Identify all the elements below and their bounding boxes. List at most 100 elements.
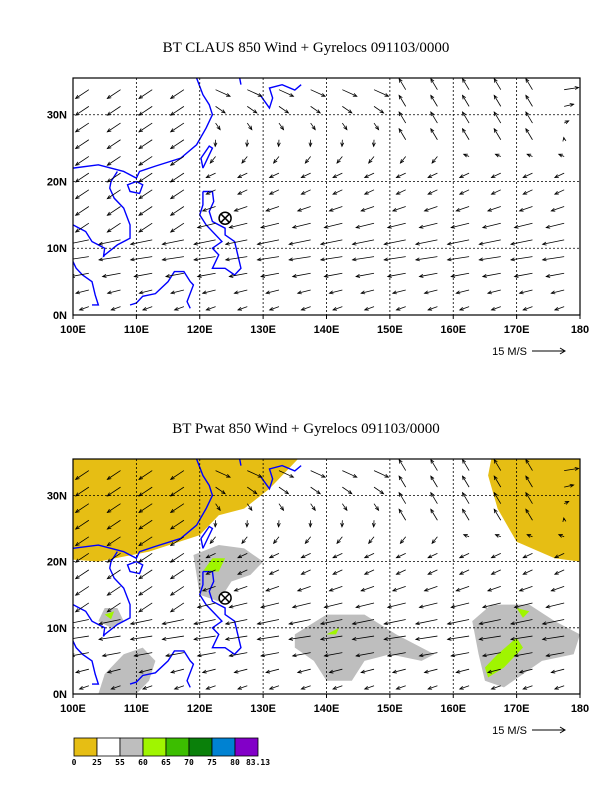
wind-vector (427, 189, 438, 195)
wind-vector-head (291, 604, 297, 609)
wind-vector-head (67, 622, 71, 625)
wind-vector-head (161, 257, 167, 262)
wind-vector (98, 635, 121, 640)
wind-vector (138, 189, 153, 199)
wind-vector-head (169, 144, 175, 150)
wind-vector-head (391, 669, 397, 674)
wind-vector (352, 619, 375, 625)
wind-vector (215, 106, 226, 114)
wind-vector (396, 569, 406, 575)
wind-vector (247, 106, 258, 114)
wind-vector (431, 536, 438, 544)
wind-vector-head (323, 224, 329, 229)
wind-vector (373, 486, 384, 495)
wind-vector (462, 95, 470, 107)
wind-vector-head (268, 554, 274, 559)
wind-vector-head (450, 604, 456, 609)
wind-vector-head (391, 207, 397, 212)
wind-vector-head (351, 241, 357, 246)
wind-vector (292, 602, 311, 608)
wind-vector (447, 635, 470, 640)
wind-vector-head (395, 306, 401, 311)
wind-vector-head (67, 242, 71, 245)
wind-vector (138, 172, 153, 183)
wind-vector-head (525, 94, 530, 100)
wind-vector-head (268, 190, 274, 195)
colorbar-swatch (234, 737, 259, 757)
wind-vector (522, 569, 533, 575)
wind-vector-head (257, 473, 263, 478)
wind-vector (554, 552, 565, 559)
wind-vector (364, 685, 375, 690)
wind-vector-head (550, 587, 556, 592)
wind-vector (165, 272, 184, 277)
wind-vector-head (74, 575, 80, 580)
wind-vector (462, 111, 470, 124)
wind-vector-head (279, 125, 285, 131)
wind-vector (138, 602, 153, 613)
wind-vector-head (138, 94, 144, 100)
wind-vector-head (383, 621, 389, 626)
wind-vector-head (67, 637, 71, 640)
lon-tick-label: 110E (124, 703, 149, 715)
wind-vector (332, 552, 343, 559)
wind-vector (523, 306, 533, 311)
wind-vector (551, 206, 565, 212)
wind-vector-head (431, 539, 436, 545)
wind-vector (225, 239, 248, 245)
wind-vector-head (74, 128, 80, 133)
wind-vector-head (316, 109, 322, 114)
wind-vector (479, 635, 501, 640)
wind-vector (329, 586, 343, 592)
wind-vector-head (101, 653, 107, 658)
wind-vector (139, 668, 153, 673)
wind-vector-head (106, 575, 112, 580)
wind-vector-head (205, 554, 211, 559)
wind-vector (482, 602, 501, 608)
wind-vector (546, 222, 565, 228)
wind-vector (310, 470, 326, 478)
wind-vector-head (383, 241, 389, 246)
wind-vector (138, 106, 153, 116)
wind-vector (138, 552, 153, 563)
wind-vector (209, 156, 216, 164)
wind-vector-head (462, 534, 468, 538)
wind-vector-head (213, 522, 218, 528)
wind-vector-head (260, 604, 266, 609)
wind-vector-head (205, 686, 211, 690)
wind-vector (162, 239, 184, 245)
wind-vector (229, 652, 248, 657)
wind-vector-head (525, 127, 530, 133)
wind-vector (554, 569, 565, 575)
wind-vector-head (67, 258, 71, 261)
wind-vector (424, 206, 438, 212)
wind-vector (493, 459, 502, 471)
wind-vector (170, 222, 185, 233)
wind-vector-head (379, 490, 385, 495)
wind-vector-head (169, 161, 175, 166)
wind-vector (75, 668, 89, 673)
wind-vector (292, 272, 311, 277)
wind-vector (310, 503, 316, 511)
wind-vector-head (106, 290, 112, 295)
wind-vector-head (513, 604, 519, 609)
wind-vector (419, 272, 438, 277)
wind-vector (138, 122, 153, 133)
wind-vector-head (74, 542, 80, 547)
wind-vector-head (418, 224, 424, 229)
wind-vector (107, 536, 121, 546)
wind-vector (554, 685, 565, 690)
wind-vector-head (383, 257, 389, 262)
wind-vector-head (138, 228, 144, 233)
wind-vector-head (352, 93, 358, 97)
wind-vector-head (355, 274, 361, 278)
wind-vector-head (418, 653, 424, 658)
wind-vector (352, 239, 375, 245)
wind-vector (384, 635, 406, 640)
wind-vector-head (129, 257, 135, 262)
wind-vector (493, 78, 502, 90)
wind-vector-head (256, 241, 262, 246)
wind-vector (554, 189, 565, 195)
wind-vector-head (490, 190, 496, 195)
